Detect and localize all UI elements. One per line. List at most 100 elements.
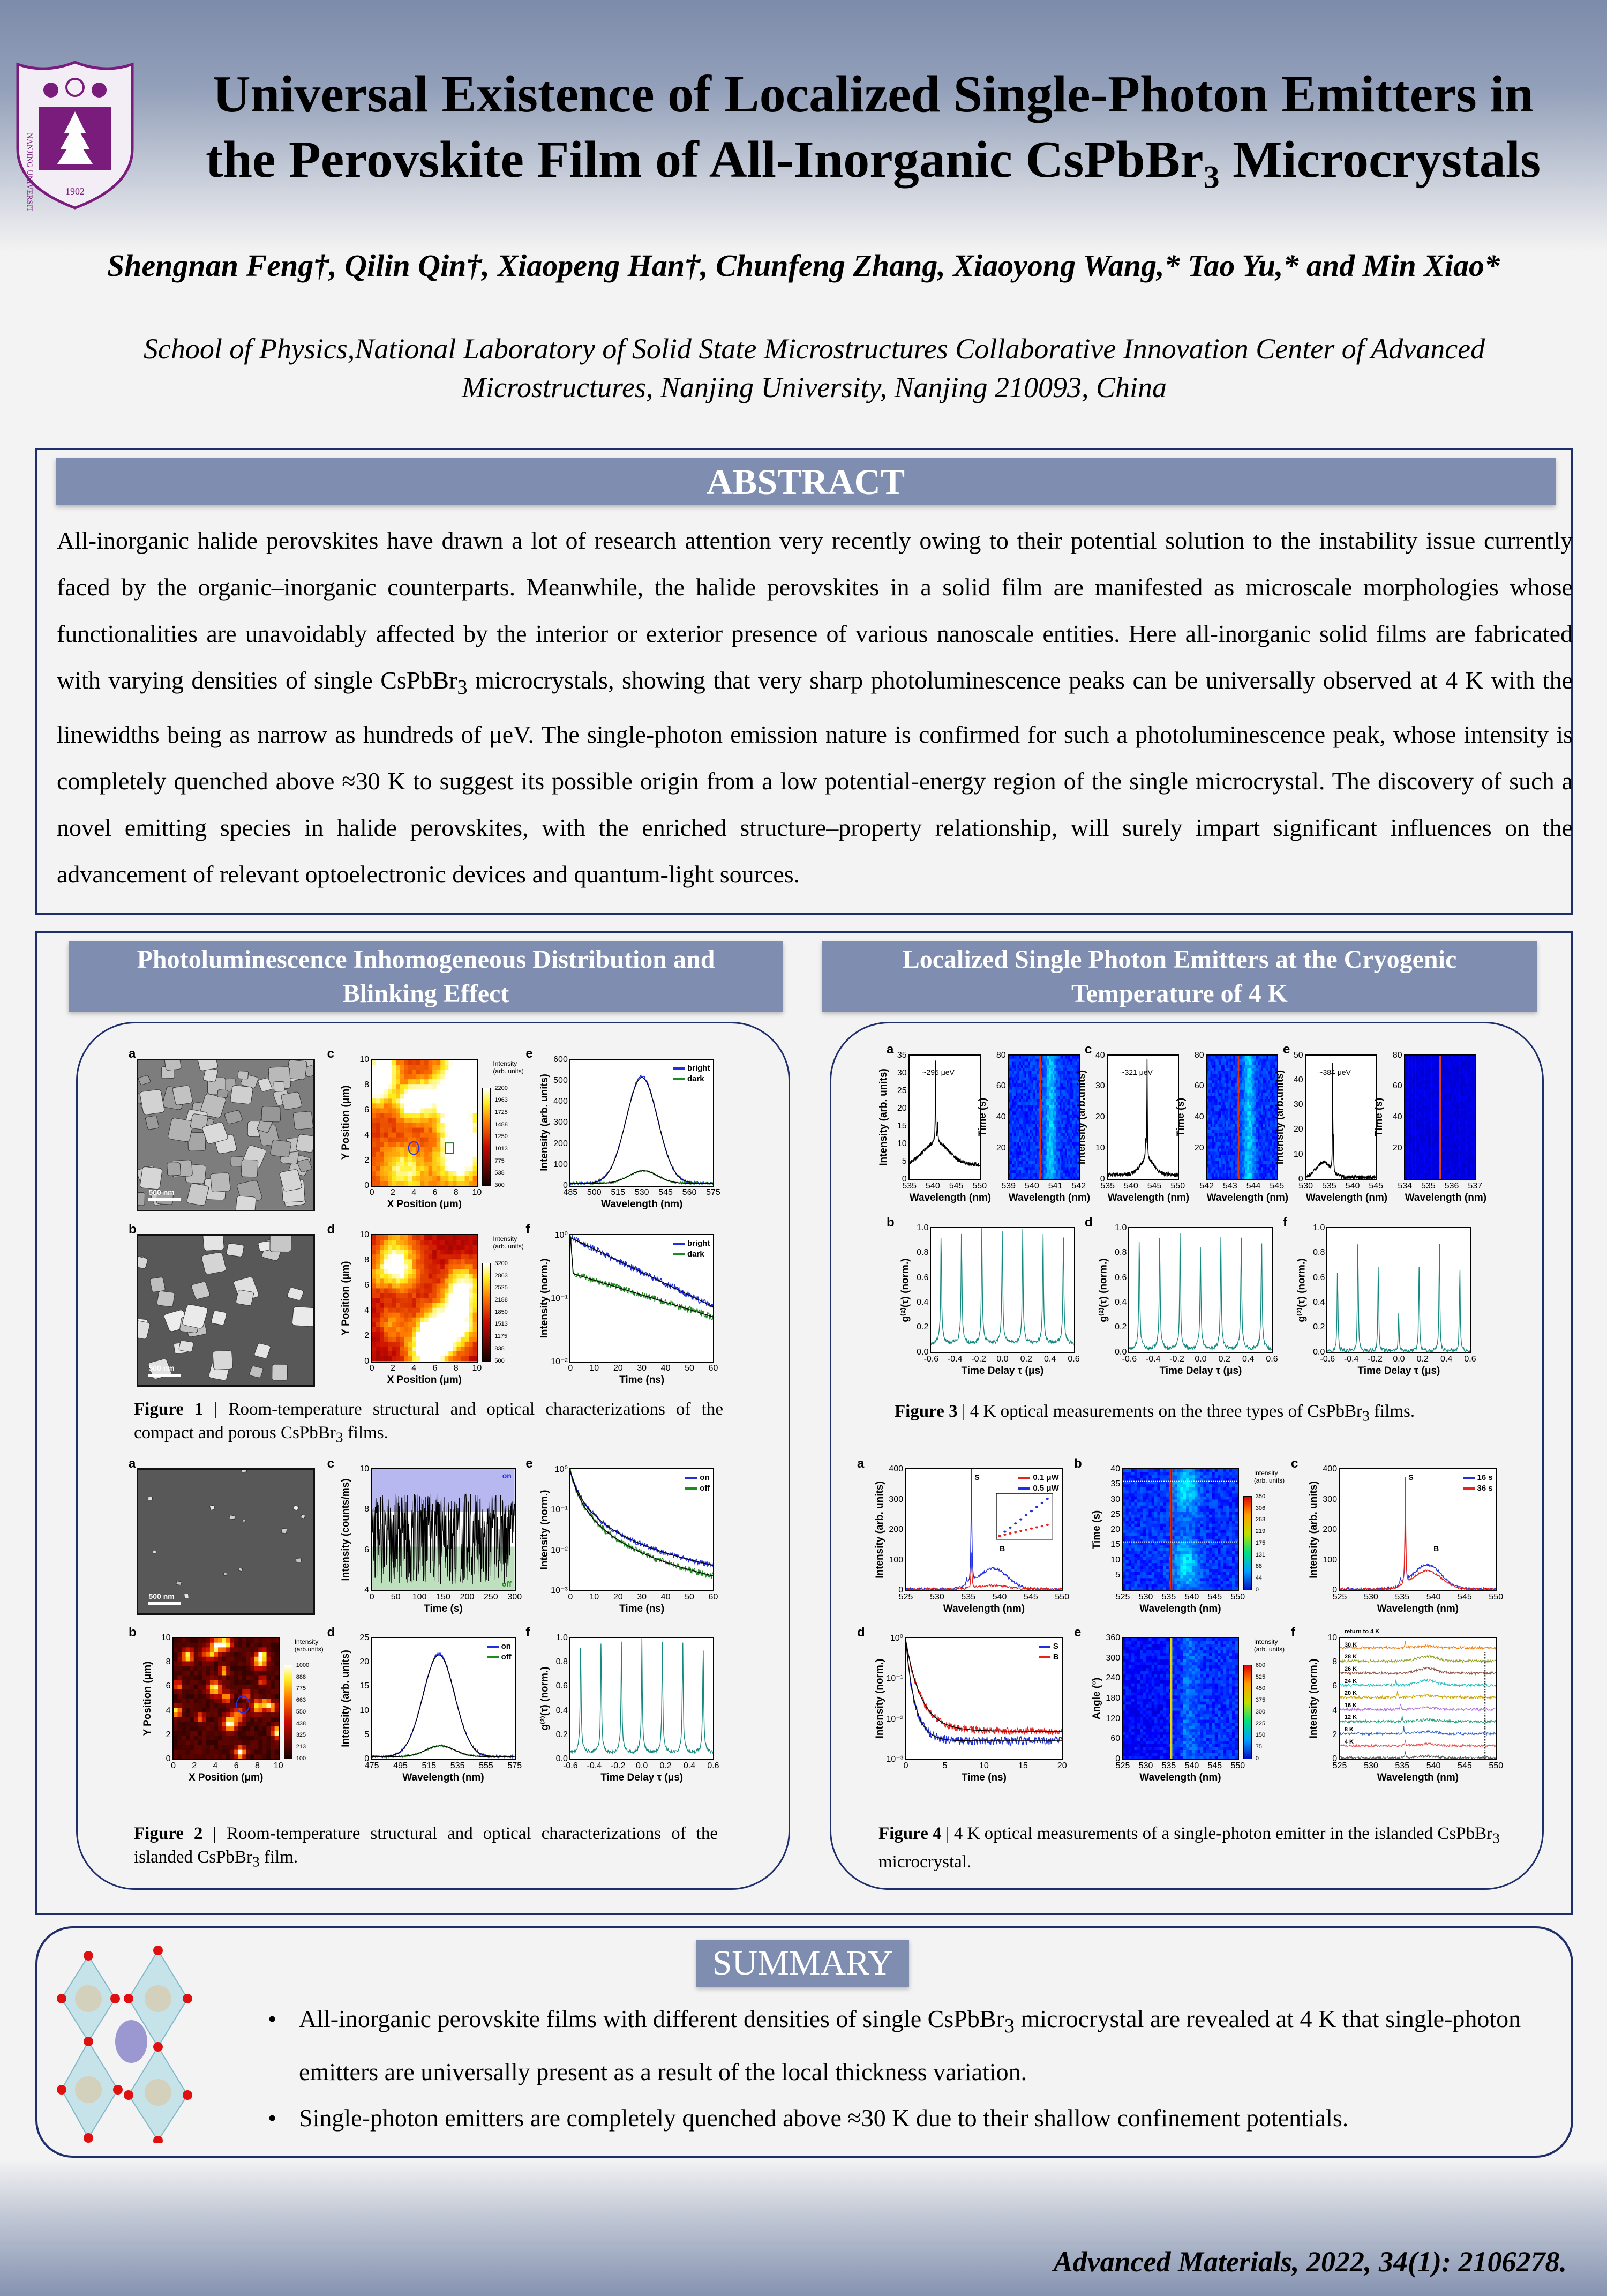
caption-text: | 4 K optical measurements on the three … <box>957 1402 1363 1421</box>
x-tick-label: 6 <box>432 1188 438 1197</box>
right-section-heading: Localized Single Photon Emitters at the … <box>822 941 1537 1012</box>
caption-label: Figure 4 <box>878 1824 942 1843</box>
y-axis-label: Intensity (arb.units) <box>1274 1070 1286 1165</box>
legend-label: 0.1 μW <box>1033 1473 1059 1483</box>
panel-letter: b <box>129 1222 137 1237</box>
x-tick-label: 60 <box>708 1363 718 1373</box>
x-tick-label: 545 <box>949 1181 964 1191</box>
x-tick-label: 525 <box>1115 1761 1130 1770</box>
y-tick-label: 25 <box>897 1086 907 1095</box>
temperature-label: 16 K <box>1344 1702 1357 1709</box>
citation: Advanced Materials, 2022, 34(1): 2106278… <box>1053 2246 1567 2278</box>
microcrystal <box>287 1288 304 1301</box>
on-spectrum <box>570 1075 714 1185</box>
x-tick-label: 515 <box>611 1188 626 1197</box>
x-tick-label: 555 <box>479 1761 493 1770</box>
plot-graphic <box>1206 1055 1277 1179</box>
y-tick-label: 6 <box>166 1681 171 1691</box>
panel-letter: d <box>327 1625 335 1640</box>
x-tick-label: 10 <box>472 1188 482 1197</box>
x-axis-label: Wavelength (nm) <box>909 1192 992 1203</box>
y-tick-label: 0 <box>1100 1175 1105 1184</box>
microcrystal <box>226 1243 244 1258</box>
panel-letter: f <box>525 1625 530 1640</box>
plot-graphic <box>570 1638 714 1759</box>
colorbar-tick: 300 <box>1255 1708 1266 1715</box>
temperature-label: 30 K <box>1344 1641 1357 1648</box>
title-line-2: the Perovskite Film of All-Inorganic CsP… <box>150 127 1596 210</box>
y-tick-label: 120 <box>1106 1714 1121 1723</box>
microcrystal <box>291 1306 314 1327</box>
y-axis-label: g⁽²⁾(τ) (norm.) <box>1296 1258 1308 1322</box>
panel-letter: b <box>1074 1456 1082 1471</box>
microcrystal <box>295 1558 302 1563</box>
y-tick-label: 10⁻² <box>551 1545 568 1555</box>
microcrystal <box>210 1172 231 1192</box>
x-axis-label: X Position (μm) <box>387 1199 462 1210</box>
plot-graphic <box>1405 1055 1475 1179</box>
figure-3-caption: Figure 3 | 4 K optical measurements on t… <box>895 1400 1537 1428</box>
y-tick-label: 4 <box>166 1706 171 1715</box>
panel-letter: a <box>129 1046 136 1061</box>
microcrystal <box>257 1078 273 1092</box>
peak-s-label: S <box>1408 1472 1414 1482</box>
x-axis-label: Time Delay τ (μs) <box>1159 1365 1242 1377</box>
fit-line <box>906 1641 1062 1731</box>
x-tick-label: 20 <box>613 1592 623 1602</box>
y-tick-label: 15 <box>359 1681 370 1691</box>
y-tick-label: 2 <box>364 1331 370 1341</box>
x-axis-label: Time Delay τ (μs) <box>600 1772 684 1783</box>
y-tick-label: 100 <box>889 1555 904 1565</box>
y-tick-label: 0.2 <box>1115 1322 1127 1332</box>
y-tick-label: 300 <box>889 1494 904 1504</box>
fit-line <box>570 1472 714 1576</box>
y-axis-label: Intensity (norm.) <box>538 1490 550 1570</box>
plot-graphic <box>1327 1228 1470 1352</box>
y-tick-label: 4 <box>364 1585 370 1595</box>
colorbar-tick: 300 <box>494 1182 505 1188</box>
off-spectrum <box>372 1745 515 1757</box>
x-tick-label: 535 <box>1100 1181 1115 1191</box>
y-tick-label: 20 <box>1194 1143 1204 1153</box>
panel-letter: a <box>887 1042 894 1057</box>
x-tick-label: 2 <box>192 1761 197 1770</box>
legend-entry: dark <box>672 1074 710 1085</box>
x-tick-label: 535 <box>1322 1181 1336 1191</box>
x-tick-label: 0.4 <box>1044 1354 1056 1364</box>
y-tick-label: 400 <box>553 1097 568 1106</box>
data-series <box>910 1060 980 1166</box>
panel-letter: f <box>1283 1215 1287 1230</box>
x-tick-label: 6 <box>234 1761 239 1770</box>
plot-graphic <box>570 1235 714 1361</box>
caption-text: | Room-temperature structural and optica… <box>134 1824 718 1867</box>
y-tick-label: 0 <box>902 1175 907 1184</box>
microcrystal <box>138 1075 151 1085</box>
colorbar-tick: 0 <box>1255 1587 1259 1593</box>
y-axis-label: g⁽²⁾(τ) (norm.) <box>539 1666 551 1731</box>
y-tick-label: 35 <box>1110 1479 1121 1489</box>
y-tick-label: 200 <box>553 1139 568 1148</box>
x-tick-label: 560 <box>682 1188 697 1197</box>
figure-2a-sem-image: a 500 nm <box>129 1456 327 1625</box>
x-tick-label: -0.2 <box>1368 1354 1383 1364</box>
bullet-text: All-inorganic perovskite films with diff… <box>299 2005 1004 2032</box>
y-tick-label: 0.6 <box>917 1273 929 1282</box>
peak-b-label: B <box>1000 1544 1005 1553</box>
y-tick-label: 0 <box>364 1356 370 1366</box>
temperature-label: return to 4 K <box>1344 1628 1380 1635</box>
colorbar: 2200 1963 1725 1488 1250 1013 775 538 300 <box>482 1085 508 1188</box>
microcrystal <box>241 1470 247 1473</box>
x-axis-label: Wavelength (nm) <box>1377 1772 1459 1783</box>
temperature-spectrum <box>1340 1740 1496 1747</box>
y-tick-label: 5 <box>1115 1570 1121 1580</box>
on-label: on <box>502 1471 512 1480</box>
microcrystal <box>238 1567 243 1572</box>
microcrystal <box>295 1134 314 1153</box>
y-tick-label: 20 <box>359 1657 370 1667</box>
legend-label: off <box>700 1484 710 1493</box>
caption-subscript: 3 <box>1362 1407 1370 1424</box>
figure-1-caption: Figure 1 | Room-temperature structural a… <box>134 1397 723 1449</box>
y-tick-label: 10⁻¹ <box>551 1505 568 1515</box>
x-tick-label: 200 <box>460 1592 475 1602</box>
microcrystal <box>147 1496 153 1501</box>
